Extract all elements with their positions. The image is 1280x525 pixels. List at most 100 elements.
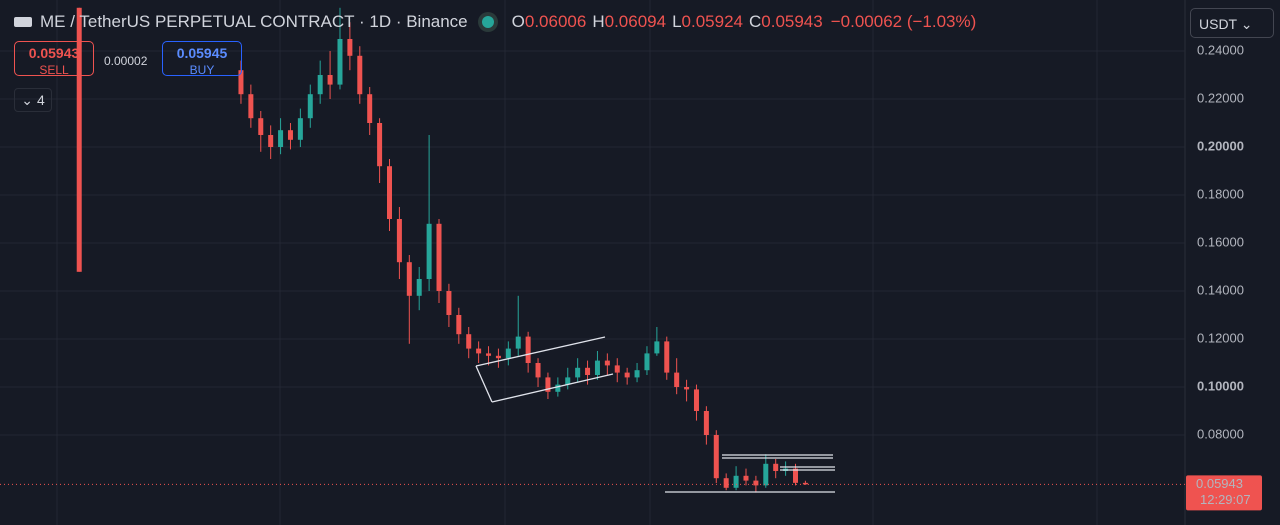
- candle-body: [238, 70, 244, 95]
- ohlc-value: 0.05943: [761, 12, 823, 31]
- candle-body: [753, 480, 759, 486]
- indicators-toggle[interactable]: ⌄ 4: [14, 88, 52, 112]
- candle-body: [793, 468, 799, 483]
- y-tick-label: 0.16000: [1197, 234, 1244, 249]
- candle-body: [585, 367, 591, 375]
- status-dot: [481, 16, 494, 28]
- candle-body: [684, 387, 690, 390]
- change: −0.00062 (−1.03%): [830, 12, 977, 31]
- candle-body: [644, 353, 650, 371]
- buy-label: BUY: [189, 63, 215, 77]
- y-tick-label: 0.18000: [1197, 186, 1244, 201]
- currency: USDT: [1199, 16, 1237, 32]
- candle-body: [327, 75, 333, 85]
- candle-body: [624, 372, 630, 378]
- countdown: 12:29:07: [1200, 492, 1251, 507]
- candle-body: [763, 463, 769, 486]
- drawings: [475, 336, 835, 493]
- candle-body: [76, 7, 82, 272]
- candle-body: [268, 135, 274, 147]
- candle-body: [723, 478, 729, 488]
- candle-body: [654, 341, 660, 354]
- sell-button[interactable]: 0.05943 SELL: [14, 41, 94, 77]
- candle-body: [307, 94, 313, 119]
- candle-body: [733, 475, 739, 488]
- channel-edge: [475, 365, 493, 403]
- candle-body: [248, 94, 254, 119]
- candle-body: [486, 353, 492, 356]
- candle-body: [674, 372, 680, 387]
- channel-line: [491, 373, 614, 403]
- candle-body: [743, 475, 749, 481]
- sell-price: 0.05943: [28, 45, 80, 61]
- candle-body: [535, 363, 541, 378]
- candle-body: [515, 336, 521, 349]
- candle-body: [525, 336, 531, 363]
- y-tick-label: 0.20000: [1197, 138, 1244, 153]
- candle-body: [297, 118, 303, 140]
- candle-body: [466, 334, 472, 349]
- candle-body: [565, 377, 571, 385]
- candle-body: [575, 367, 581, 378]
- indicator-count: 4: [36, 92, 45, 108]
- buy-button[interactable]: 0.05945 BUY: [162, 41, 242, 77]
- candle-body: [386, 166, 392, 219]
- candle-body: [476, 348, 482, 354]
- candle-body: [317, 75, 323, 95]
- candle-body: [396, 219, 402, 263]
- candle-body: [258, 118, 264, 135]
- candle-body: [436, 223, 442, 291]
- candle-body: [713, 435, 719, 479]
- ohlc-value: 0.06094: [604, 12, 667, 31]
- ohlc-key: H: [592, 12, 605, 31]
- channel-line: [475, 336, 606, 367]
- candle-body: [802, 482, 808, 485]
- last-price-label: 0.05943: [1196, 476, 1243, 491]
- candle-body: [555, 384, 561, 392]
- currency-select[interactable]: USDT ⌄: [1190, 8, 1274, 38]
- y-tick-label: 0.10000: [1197, 378, 1244, 393]
- candle-body: [446, 291, 452, 315]
- candle-body: [406, 262, 412, 296]
- candle-body: [773, 463, 779, 471]
- candle-body: [337, 39, 343, 85]
- y-tick-label: 0.24000: [1197, 42, 1244, 57]
- candle-body: [367, 94, 373, 123]
- candle-body: [693, 389, 699, 411]
- candle-body: [347, 39, 353, 56]
- candle-body: [545, 377, 551, 392]
- sell-label: SELL: [39, 63, 69, 77]
- buy-price: 0.05945: [176, 45, 228, 61]
- candle-body: [278, 130, 284, 147]
- y-tick-label: 0.14000: [1197, 282, 1244, 297]
- plot-area: [0, 7, 1185, 493]
- candle-body: [664, 341, 670, 373]
- candle-body: [377, 123, 383, 167]
- candle-body: [495, 355, 501, 359]
- candle-body: [287, 130, 293, 140]
- candle-body: [634, 370, 640, 378]
- y-tick-label: 0.08000: [1197, 426, 1244, 441]
- candle-body: [604, 360, 610, 366]
- candle-body: [357, 55, 363, 95]
- candle-body: [505, 348, 511, 359]
- time-grid: [56, 0, 1098, 525]
- ohlc-value: 0.05924: [681, 12, 743, 31]
- last-price-box: [1186, 475, 1262, 511]
- ohlc-key: C: [748, 12, 762, 31]
- candle-body: [703, 411, 709, 435]
- candle-body: [614, 365, 620, 373]
- ohlc-value: 0.06006: [524, 12, 587, 31]
- candle-body: [594, 360, 600, 375]
- logo: [14, 17, 32, 27]
- y-tick-label: 0.12000: [1197, 330, 1244, 345]
- spread: 0.00002: [104, 54, 148, 68]
- candle-body: [456, 315, 462, 335]
- symbol[interactable]: ME / TetherUS PERPETUAL CONTRACT · 1D · …: [40, 12, 468, 31]
- legend: ME / TetherUS PERPETUAL CONTRACT · 1D · …: [14, 12, 976, 32]
- ohlc-key: L: [672, 12, 682, 31]
- y-tick-label: 0.22000: [1197, 90, 1244, 105]
- candle-body: [426, 223, 432, 279]
